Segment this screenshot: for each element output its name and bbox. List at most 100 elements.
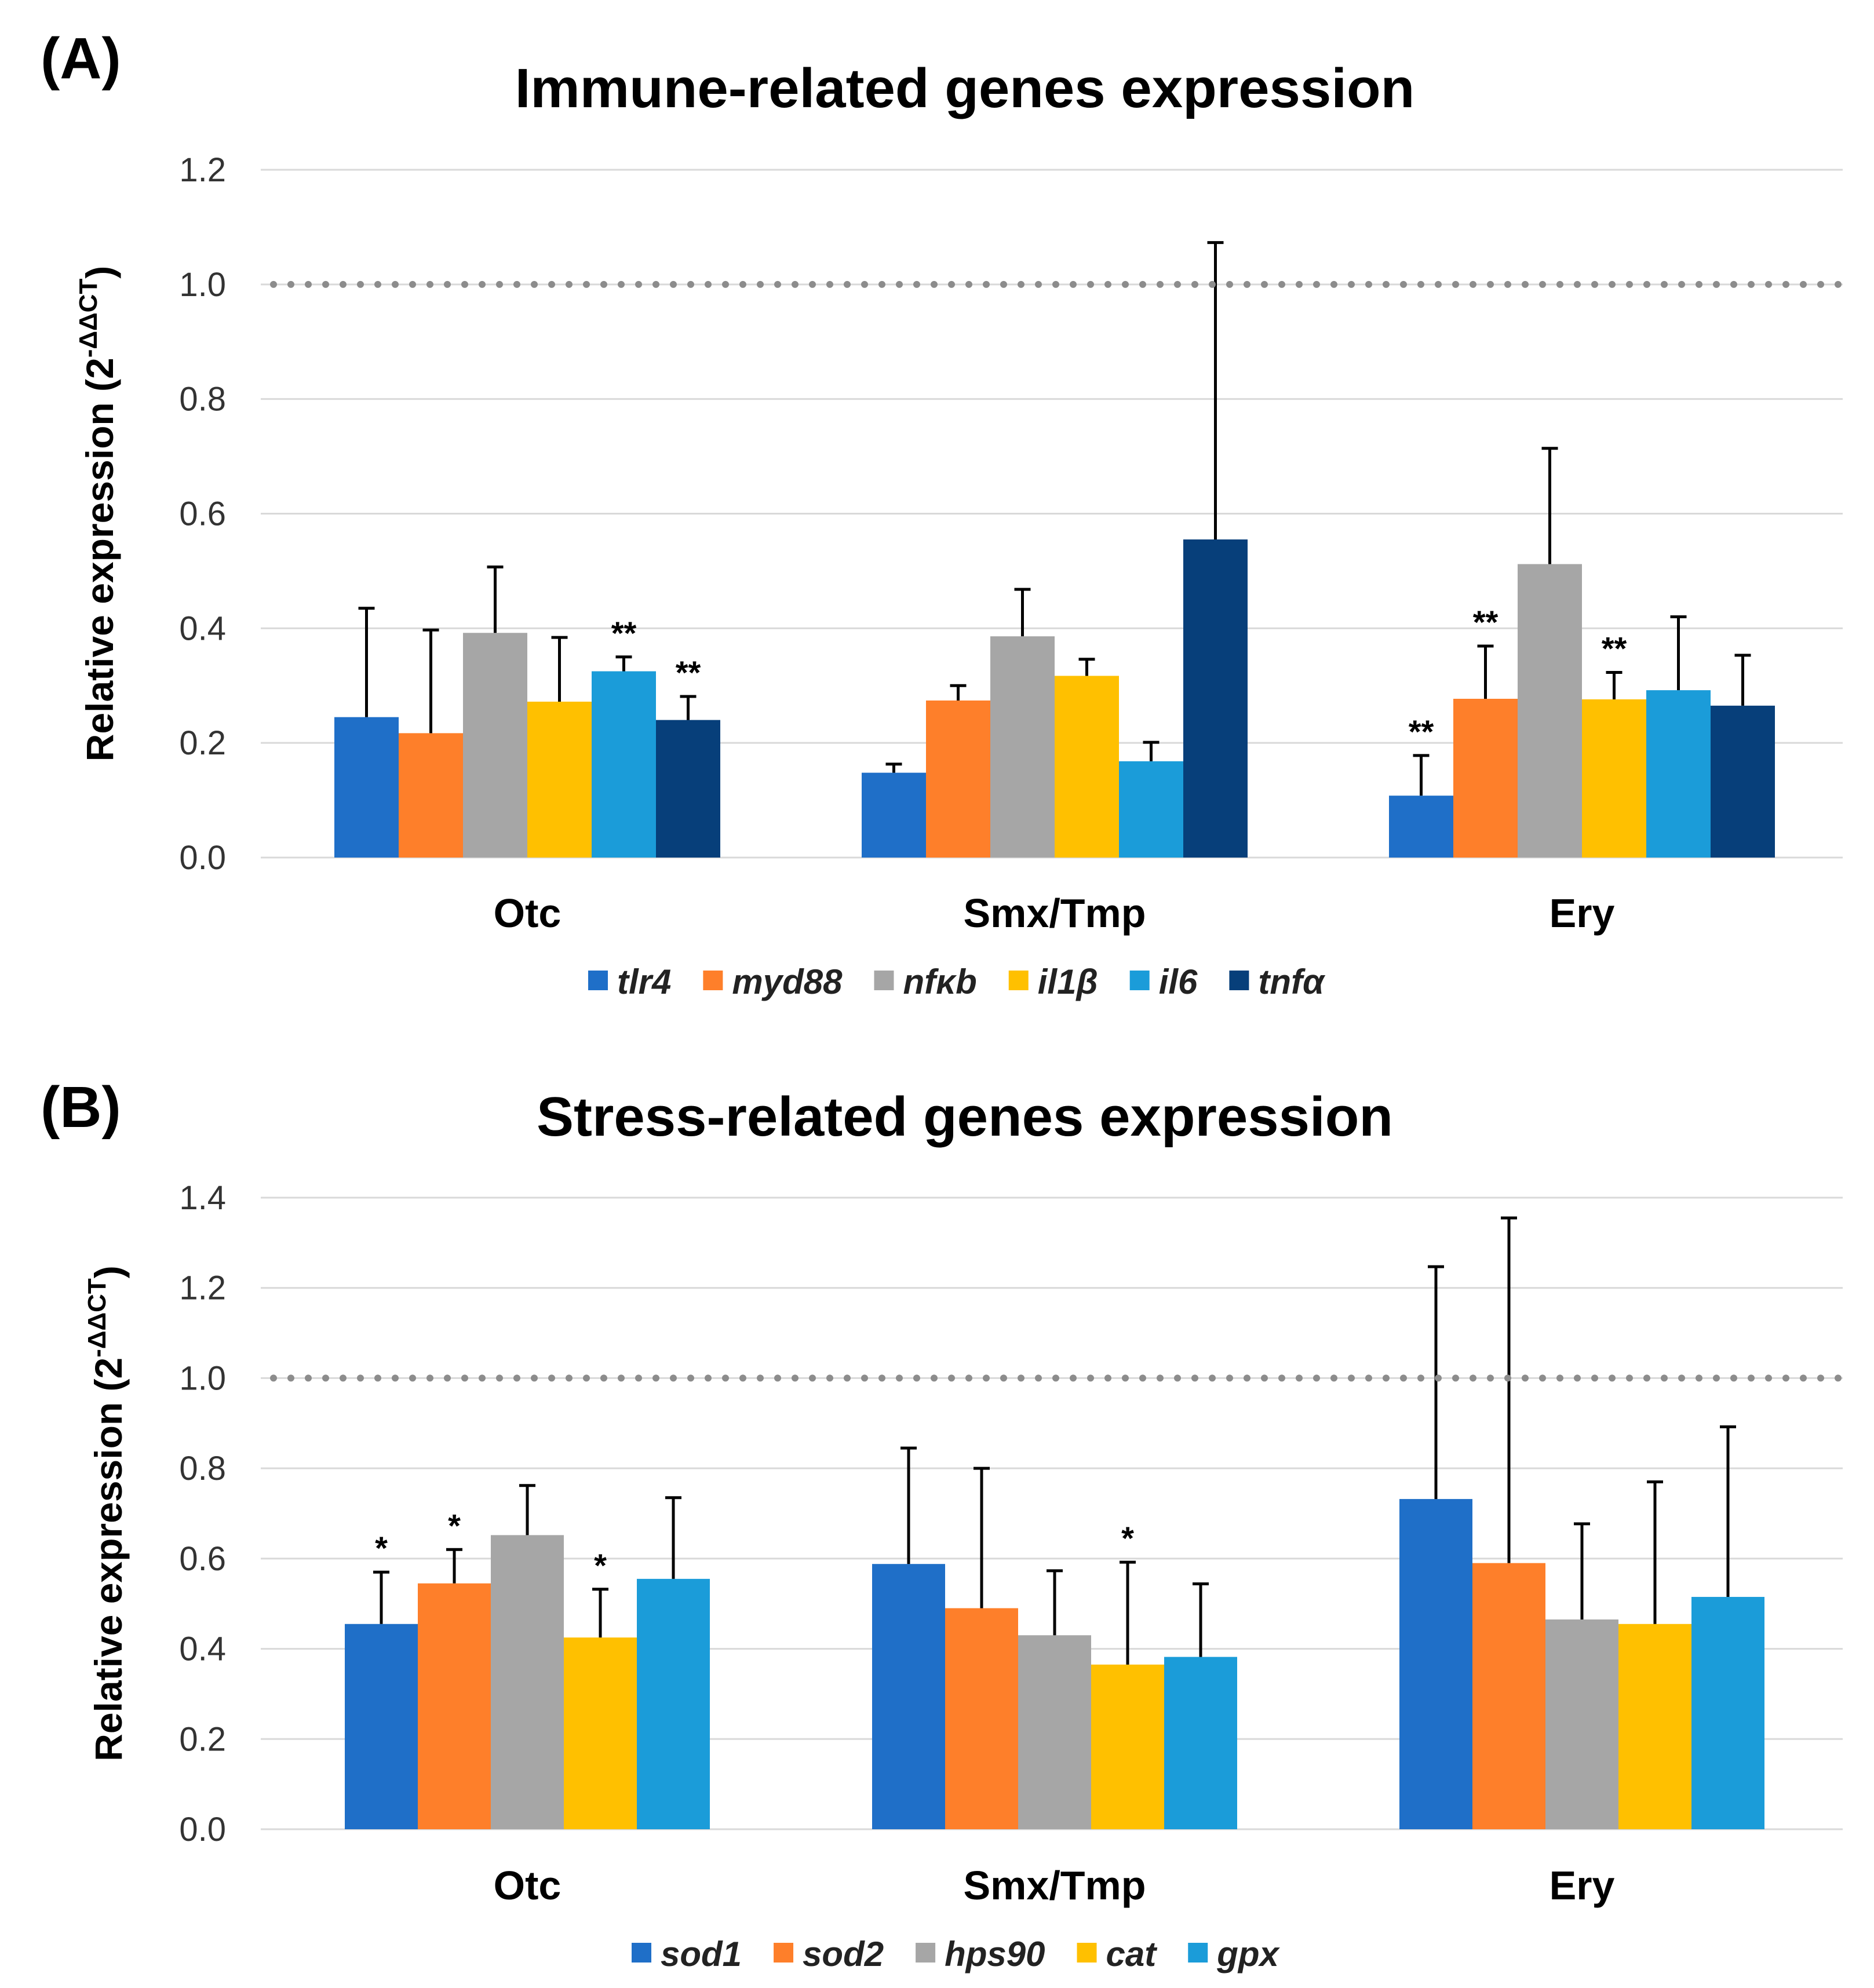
legend-swatch-nfκb xyxy=(874,971,894,990)
legend-label-gpx: gpx xyxy=(1216,1935,1280,1974)
bar-cat-Ery xyxy=(1618,1624,1691,1829)
legend-label-cat: cat xyxy=(1106,1935,1158,1974)
bar-gpx-Ery xyxy=(1691,1597,1764,1829)
panel-a-immune-chart: (A) Immune-related genes expression 0.0 0.2… xyxy=(41,26,1846,1001)
y-tick-label: 1.0 xyxy=(179,1359,226,1397)
significance-mark: ** xyxy=(1473,604,1499,640)
chart-title: Stress-related genes expression xyxy=(537,1086,1393,1148)
y-tick-label: 0.6 xyxy=(179,495,226,533)
legend-label-sod1: sod1 xyxy=(661,1935,742,1974)
y-tick-label: 0.2 xyxy=(179,724,226,762)
legend-swatch-gpx xyxy=(1188,1943,1208,1963)
bar-nfκb-Otc xyxy=(463,633,527,858)
bar-nfκb-Ery xyxy=(1518,564,1582,858)
bar-sod2-Ery xyxy=(1472,1563,1545,1829)
bar-tlr4-Ery xyxy=(1389,796,1453,858)
legend-swatch-myd88 xyxy=(703,971,723,990)
y-tick-label: 0.4 xyxy=(179,610,226,647)
y-axis-label-superscript: -ΔΔCT xyxy=(74,279,103,358)
bar-hps90-Ery xyxy=(1545,1619,1618,1829)
y-axis-label-superscript: -ΔΔCT xyxy=(83,1278,111,1358)
legend-label-il1β: il1β xyxy=(1038,962,1098,1001)
y-tick-label: 1.2 xyxy=(179,1270,226,1307)
y-axis-label-close: ) xyxy=(87,1265,130,1278)
category-label: Ery xyxy=(1549,1863,1615,1908)
legend-swatch-il1β xyxy=(1008,971,1029,990)
bar-tnfα-Otc xyxy=(656,720,720,858)
bar-il6-Ery xyxy=(1646,690,1711,858)
legend-swatch-sod1 xyxy=(632,1943,651,1963)
legend-label-hps90: hps90 xyxy=(945,1935,1045,1974)
legend-swatch-il6 xyxy=(1129,971,1150,990)
legend-swatch-sod2 xyxy=(774,1943,794,1963)
panel-label: (A) xyxy=(41,26,121,91)
y-tick-label: 1.0 xyxy=(179,266,226,304)
bar-sod1-Otc xyxy=(345,1624,418,1829)
y-tick-label: 0.8 xyxy=(179,381,226,418)
y-axis-label: Relative expression (2-ΔΔCT) xyxy=(83,1265,130,1761)
bar-il6-Smx/Tmp xyxy=(1119,761,1183,858)
panel-label: (B) xyxy=(41,1075,121,1140)
y-axis-label-main: Relative expression (2 xyxy=(87,1358,130,1761)
category-label: Otc xyxy=(494,1863,562,1908)
legend-swatch-tlr4 xyxy=(588,971,608,990)
panel-b-stress-chart: (B) Stress-related genes expression 0.0 0.2… xyxy=(41,1075,1846,1974)
significance-mark: ** xyxy=(611,615,637,651)
significance-mark: * xyxy=(375,1530,388,1566)
bar-myd88-Otc xyxy=(399,733,463,858)
legend-label-il6: il6 xyxy=(1159,962,1198,1001)
chart-title: Immune-related genes expression xyxy=(515,57,1415,119)
bar-tnfα-Ery xyxy=(1711,705,1775,858)
bar-myd88-Smx/Tmp xyxy=(926,700,990,858)
bar-il1β-Otc xyxy=(527,701,592,858)
y-axis-label: Relative expression (2-ΔΔCT) xyxy=(74,266,121,762)
bar-il6-Otc xyxy=(592,671,656,858)
category-label: Otc xyxy=(494,891,562,936)
legend-label-tlr4: tlr4 xyxy=(617,962,671,1001)
bar-nfκb-Smx/Tmp xyxy=(990,636,1055,858)
bar-sod1-Ery xyxy=(1399,1499,1472,1829)
bar-tnfα-Smx/Tmp xyxy=(1183,539,1248,858)
y-tick-label: 1.4 xyxy=(179,1179,226,1217)
y-axis-label-close: ) xyxy=(78,266,121,279)
y-tick-label: 0.4 xyxy=(179,1630,226,1668)
y-axis-label-main: Relative expression (2 xyxy=(78,358,121,761)
legend-swatch-hps90 xyxy=(916,1943,936,1963)
bar-sod2-Otc xyxy=(418,1583,491,1829)
legend-swatch-tnfα xyxy=(1229,971,1249,990)
category-label: Smx/Tmp xyxy=(963,1863,1146,1908)
significance-mark: ** xyxy=(676,654,701,691)
y-tick-label: 0.2 xyxy=(179,1720,226,1758)
bar-myd88-Ery xyxy=(1453,699,1518,858)
significance-mark: * xyxy=(594,1547,607,1584)
bar-hps90-Otc xyxy=(491,1535,564,1829)
bar-hps90-Smx/Tmp xyxy=(1018,1635,1091,1829)
bar-cat-Smx/Tmp xyxy=(1091,1664,1164,1829)
bar-sod2-Smx/Tmp xyxy=(945,1608,1018,1829)
significance-mark: * xyxy=(1121,1520,1134,1556)
legend-label-myd88: myd88 xyxy=(732,962,843,1001)
bar-gpx-Smx/Tmp xyxy=(1164,1657,1237,1829)
legend-label-nfκb: nfκb xyxy=(903,962,976,1001)
bar-tlr4-Smx/Tmp xyxy=(862,772,926,858)
category-label: Ery xyxy=(1549,891,1615,936)
y-tick-label: 0.8 xyxy=(179,1450,226,1487)
bar-il1β-Ery xyxy=(1582,699,1646,858)
bar-tlr4-Otc xyxy=(334,717,399,858)
bar-gpx-Otc xyxy=(637,1578,710,1829)
legend-label-tnfα: tnfα xyxy=(1258,962,1326,1001)
bar-sod1-Smx/Tmp xyxy=(872,1564,945,1829)
y-tick-label: 1.2 xyxy=(179,151,226,189)
significance-mark: ** xyxy=(1602,630,1627,666)
bar-il1β-Smx/Tmp xyxy=(1055,676,1119,858)
bar-cat-Otc xyxy=(564,1637,637,1829)
legend-label-sod2: sod2 xyxy=(803,1935,884,1974)
significance-mark: ** xyxy=(1409,713,1434,750)
category-label: Smx/Tmp xyxy=(963,891,1146,936)
legend-swatch-cat xyxy=(1077,1943,1097,1963)
y-tick-label: 0.0 xyxy=(179,839,226,877)
y-tick-label: 0.6 xyxy=(179,1540,226,1578)
significance-mark: * xyxy=(448,1507,461,1544)
y-tick-label: 0.0 xyxy=(179,1811,226,1848)
